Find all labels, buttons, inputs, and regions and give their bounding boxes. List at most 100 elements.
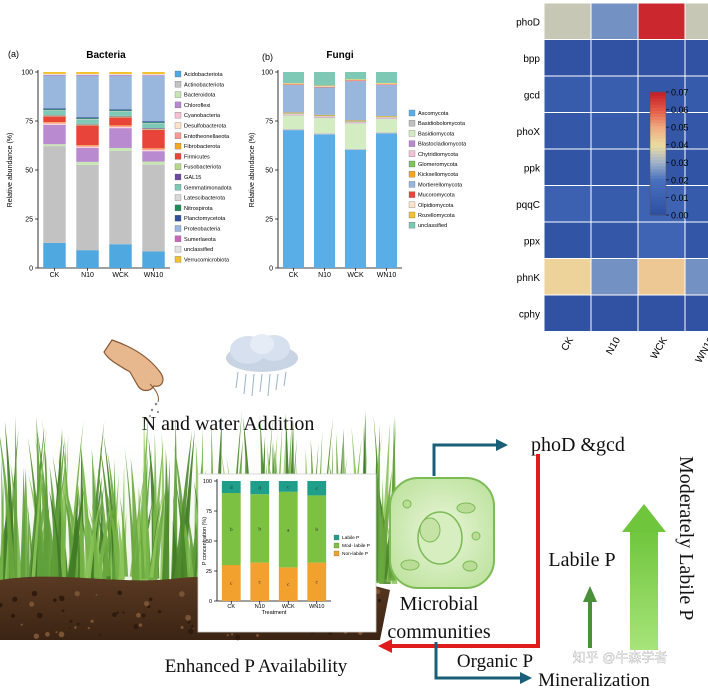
heatmap-cell — [590, 75, 639, 113]
bar-segment — [43, 116, 66, 123]
bar-segment — [109, 109, 132, 111]
legend-label: Desulfobacterota — [184, 124, 227, 130]
heatmap-column-label: WN10 — [694, 335, 708, 365]
bar-segment — [109, 74, 132, 76]
bar-segment — [375, 116, 398, 118]
bar-segment — [375, 132, 398, 134]
colorbar-band — [650, 138, 666, 142]
soil-speck — [149, 597, 153, 601]
colorbar-band — [650, 113, 666, 118]
soil-speck — [95, 593, 98, 596]
colorbar-band — [650, 159, 666, 164]
moderately-labile-label: Moderately Labile P — [675, 456, 697, 620]
colorbar-band — [650, 107, 666, 111]
bar-segment — [375, 133, 398, 268]
y-tick-label: 50 — [265, 167, 273, 174]
legend-label: Fibrobacterota — [184, 144, 221, 150]
y-tick-label: 75 — [206, 509, 212, 515]
bar-segment — [142, 129, 165, 149]
bar-segment — [76, 125, 99, 146]
bar-segment — [282, 129, 305, 131]
legend-label: Fusobacteriota — [184, 165, 222, 171]
grass-blade — [61, 433, 69, 583]
heatmap-row-label: cphy — [519, 309, 540, 320]
bar-segment — [375, 116, 398, 117]
heatmap-row-label: pqqC — [516, 200, 540, 211]
colorbar-band — [650, 196, 666, 201]
bar-segment — [109, 125, 132, 126]
bar-segment — [313, 86, 336, 87]
soil-speck — [69, 620, 73, 623]
soil-speck — [112, 612, 117, 618]
grass-blade — [91, 503, 99, 578]
colorbar-band — [650, 125, 666, 130]
grass-blade — [76, 476, 86, 583]
bar-segment — [76, 124, 99, 126]
y-tick-label: 75 — [265, 118, 273, 125]
bar-segment — [282, 113, 305, 115]
colorbar-band — [650, 193, 666, 198]
rain-cloud-icon — [226, 334, 298, 397]
y-tick-label: 25 — [206, 569, 212, 575]
heatmap-cell — [543, 112, 592, 150]
colorbar-band — [650, 156, 666, 161]
legend-swatch — [174, 235, 182, 242]
bar-segment — [344, 121, 367, 123]
soil-speck — [77, 622, 80, 626]
bar-segment — [109, 117, 132, 126]
bar-segment — [375, 84, 398, 117]
bar-segment — [142, 74, 165, 76]
heatmap-cell — [684, 112, 708, 150]
legend-swatch — [408, 150, 416, 157]
bar-segment — [375, 72, 398, 84]
soil-speck — [74, 626, 77, 629]
x-tick-label: WN10 — [144, 272, 164, 279]
bar-segment — [282, 83, 305, 85]
arrow-to-phod-gcd — [432, 439, 508, 476]
grass-blade — [83, 493, 102, 584]
significance-letter: c — [316, 580, 319, 586]
labile-p-arrow — [583, 586, 597, 648]
x-tick-label: N10 — [81, 272, 94, 279]
heatmap-cell — [543, 185, 592, 223]
legend-label: Mucoromycota — [418, 193, 456, 199]
soil-speck — [29, 601, 35, 607]
heatmap-row-label: gcd — [524, 90, 540, 101]
legend-swatch — [174, 153, 182, 160]
bar-segment — [313, 85, 336, 87]
bar-segment — [344, 80, 367, 82]
colorbar-tick-label: 0.01 — [671, 193, 689, 203]
bar-segment — [109, 111, 132, 112]
x-tick-label: WN10 — [377, 272, 397, 279]
bar-segment — [76, 73, 99, 75]
bar-segment — [76, 118, 99, 120]
bar-segment — [43, 72, 66, 74]
legend-swatch — [174, 132, 182, 139]
y-tick-label: 0 — [209, 599, 212, 605]
heatmap-cell — [684, 294, 708, 332]
heatmap-cell — [684, 258, 708, 296]
legend-swatch — [408, 171, 416, 178]
bar-segment — [76, 145, 99, 146]
heatmap-cell — [684, 75, 708, 113]
bar-segment — [142, 121, 165, 123]
colorbar-frame — [649, 91, 667, 216]
colorbar-band — [650, 190, 666, 194]
legend-swatch — [408, 160, 416, 168]
colorbar-band — [650, 181, 666, 185]
bar-segment — [142, 148, 165, 149]
bar-segment — [344, 79, 367, 81]
soil-speck — [33, 633, 40, 639]
bar-segment — [282, 72, 305, 84]
bar-segment — [142, 122, 165, 124]
bar-segment — [43, 123, 66, 125]
legend-label: Basidiobolomycota — [418, 121, 466, 127]
colorbar-band — [650, 110, 666, 115]
y-tick-label: 75 — [25, 118, 33, 125]
legend-label: Latescibacterota — [184, 196, 226, 202]
bar-segment — [375, 83, 398, 84]
bar-segment — [109, 147, 132, 151]
bar-segment — [282, 84, 305, 86]
legend-swatch — [174, 122, 182, 129]
soil-speck — [45, 631, 50, 637]
